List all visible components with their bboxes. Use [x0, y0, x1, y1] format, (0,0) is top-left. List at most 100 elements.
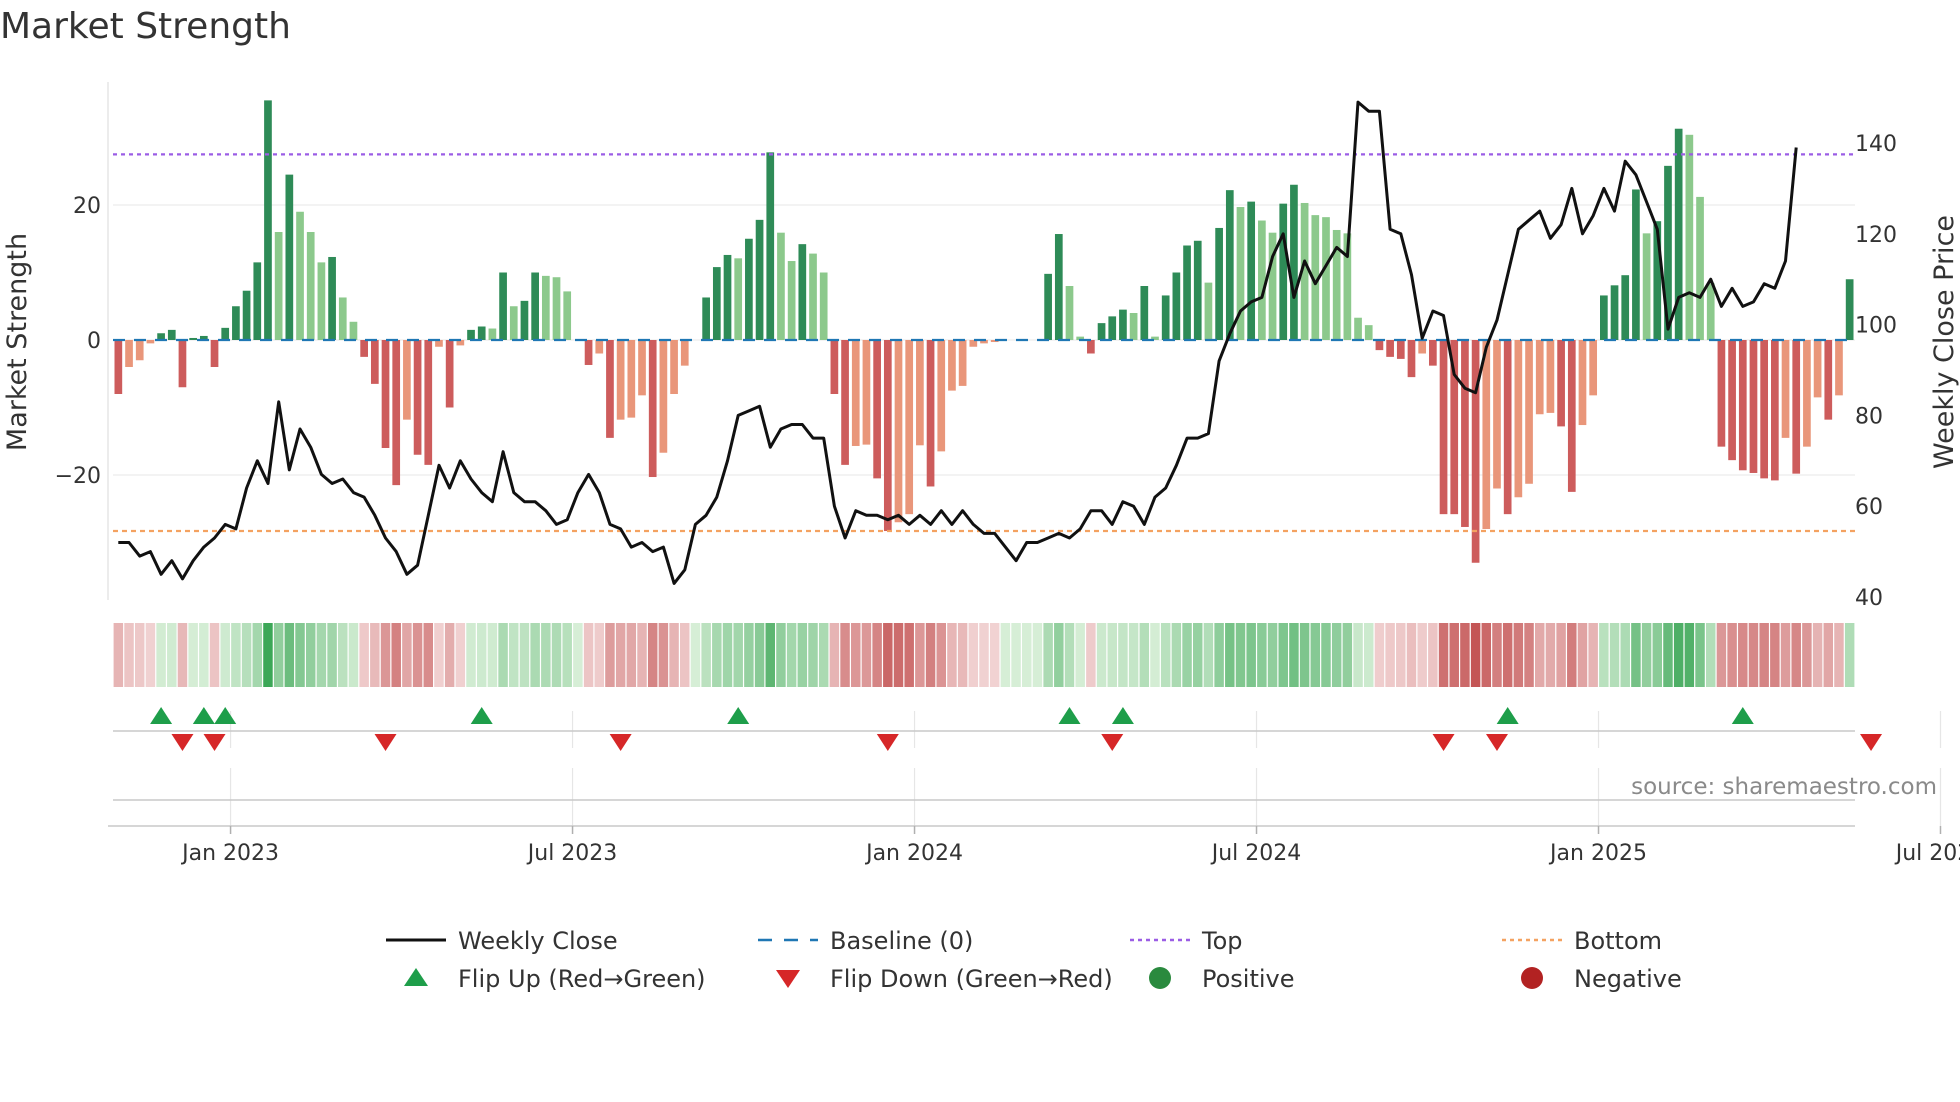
strip-cell-103: [1214, 623, 1224, 687]
x-tick-label-3: Jul 2024: [1210, 841, 1302, 866]
strength-bar-52: [670, 340, 678, 394]
strip-cell-142: [1631, 623, 1641, 687]
time-axis-panel: Jan 2023 Jul 2023 Jan 2024 Jul 2024 Jan 2025…: [108, 768, 1960, 866]
strength-bar-148: [1696, 196, 1704, 340]
strip-cell-65: [808, 623, 818, 687]
strip-cell-6: [177, 623, 188, 687]
strength-bar-108: [1268, 232, 1277, 340]
strip-cell-26: [391, 623, 401, 687]
right-tick-label-1: 120: [1855, 223, 1897, 248]
strip-cell-82: [989, 623, 1000, 687]
strip-cell-16: [284, 623, 295, 687]
strength-bar-93: [1108, 316, 1117, 340]
strength-bar-23: [360, 340, 368, 357]
strength-bar-33: [467, 329, 475, 340]
strip-cell-17: [295, 623, 305, 687]
strip-cell-58: [733, 623, 743, 687]
strength-bar-140: [1610, 285, 1619, 340]
strength-bar-50: [648, 340, 657, 478]
strip-cell-93: [1107, 623, 1117, 687]
strength-bar-105: [1236, 207, 1245, 340]
strength-bar-112: [1311, 215, 1320, 340]
strip-cell-124: [1438, 623, 1449, 687]
strip-cell-150: [1716, 623, 1727, 687]
strip-cell-71: [872, 623, 882, 687]
strip-cell-161: [1834, 623, 1844, 687]
strength-bar-64: [798, 244, 807, 340]
strength-bar-77: [937, 340, 946, 452]
flip-down-marker-2: [374, 734, 397, 751]
legend-label-2: Top: [1201, 927, 1243, 955]
strip-cell-159: [1812, 623, 1823, 687]
strip-cell-2: [134, 623, 145, 687]
strength-bar-118: [1375, 340, 1384, 351]
strength-bar-75: [916, 340, 924, 446]
strength-bar-149: [1706, 283, 1715, 340]
left-tick-label-2: −20: [55, 464, 101, 489]
strength-bar-76: [926, 340, 935, 487]
strength-bar-80: [969, 340, 978, 347]
right-tick-label-5: 40: [1855, 586, 1883, 611]
right-tick-label-4: 60: [1855, 495, 1883, 520]
strength-bar-98: [1161, 295, 1170, 340]
strength-bar-146: [1674, 128, 1683, 340]
strip-cell-152: [1738, 623, 1748, 687]
legend-swatch-5: [776, 970, 800, 988]
strip-cell-75: [915, 623, 925, 687]
strip-cell-113: [1321, 623, 1331, 687]
strength-bar-103: [1215, 227, 1223, 340]
strip-cell-28: [412, 623, 423, 687]
strip-cell-32: [455, 623, 466, 687]
strip-cell-101: [1192, 623, 1203, 687]
legend-item-4: Flip Up (Red→Green): [404, 965, 706, 993]
strength-bar-3: [146, 340, 155, 344]
strip-cell-7: [188, 623, 198, 687]
legend-item-0: Weekly Close: [386, 927, 618, 955]
x-axis-ticks: Jan 2023 Jul 2023 Jan 2024 Jul 2024 Jan 2025…: [180, 826, 1960, 866]
strength-bar-95: [1129, 313, 1138, 340]
strength-bar-20: [328, 256, 336, 340]
main-plot-area: 20 0 −20 140 120 100 80 60 40 Market Strength W…: [2, 82, 1960, 611]
strength-bar-28: [413, 340, 422, 455]
strength-bar-63: [787, 261, 796, 340]
strip-cell-47: [615, 623, 626, 687]
legend-item-6: Positive: [1149, 965, 1295, 993]
flip-up-marker-1: [192, 707, 215, 724]
strength-bar-8: [199, 335, 208, 340]
strip-cell-51: [658, 623, 669, 687]
strip-cell-37: [509, 623, 519, 687]
strip-cell-78: [947, 623, 957, 687]
flip-down-marker-6: [1432, 734, 1455, 751]
strip-cell-98: [1160, 623, 1171, 687]
strength-bar-32: [456, 340, 465, 346]
strip-cell-36: [498, 623, 508, 687]
strength-bar-82: [990, 340, 999, 343]
strength-bar-17: [296, 211, 304, 340]
strip-cell-48: [626, 623, 637, 687]
flip-down-marker-5: [1101, 734, 1124, 751]
strip-cell-107: [1257, 623, 1267, 687]
strength-bar-2: [135, 340, 144, 361]
strength-bar-29: [424, 340, 433, 465]
strength-bar-73: [894, 340, 903, 523]
strip-cell-106: [1246, 623, 1256, 687]
strength-bar-92: [1097, 323, 1106, 340]
right-tick-label-3: 80: [1855, 404, 1883, 429]
flip-up-marker-3: [470, 707, 493, 724]
strength-bar-25: [381, 340, 390, 448]
strength-bar-19: [317, 262, 326, 340]
strength-bar-6: [178, 340, 187, 388]
strip-cell-22: [348, 623, 359, 687]
strength-bar-10: [221, 327, 230, 340]
strip-cell-72: [883, 623, 893, 687]
strip-cell-0: [113, 623, 124, 687]
strength-bar-156: [1781, 340, 1790, 438]
strip-cell-39: [530, 623, 540, 687]
strength-bar-162: [1845, 279, 1854, 340]
right-axis-label: Weekly Close Price: [1929, 215, 1960, 469]
legend-label-4: Flip Up (Red→Green): [458, 965, 706, 993]
strip-cell-109: [1278, 623, 1288, 687]
strip-cell-81: [979, 623, 989, 687]
strip-cell-73: [893, 623, 904, 687]
strip-cell-31: [444, 623, 455, 687]
